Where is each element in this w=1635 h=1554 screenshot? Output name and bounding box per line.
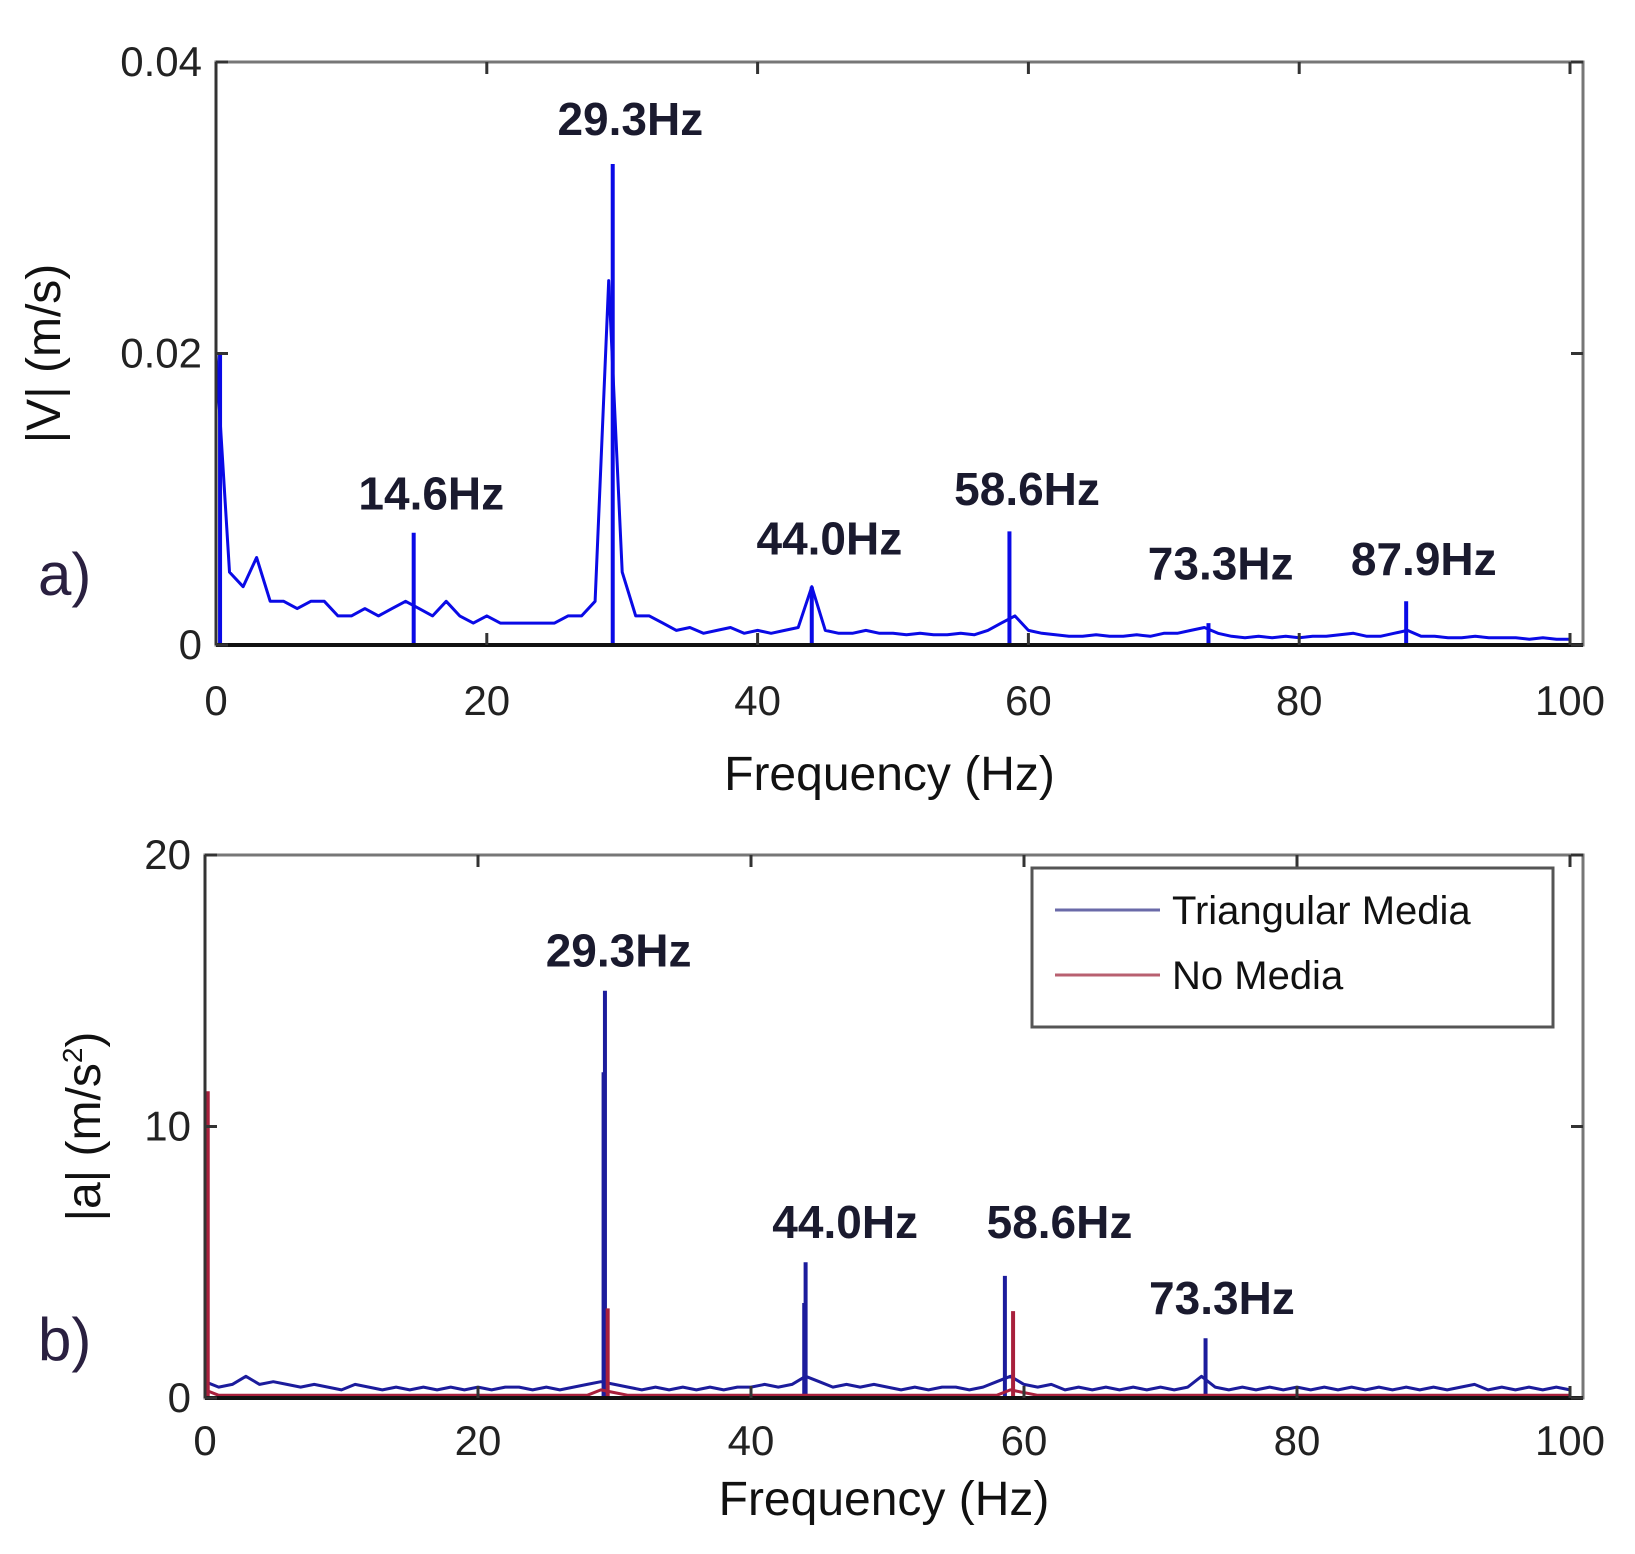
peak-annotation: 73.3Hz — [1149, 1272, 1295, 1324]
x-axis-label: Frequency (Hz) — [724, 748, 1055, 801]
y-axis-label-end: ) — [58, 1032, 111, 1048]
y-axis-label-text: |V| (m/s) — [18, 264, 71, 444]
legend-label: Triangular Media — [1172, 889, 1471, 933]
y-tick-label: 0 — [168, 1374, 191, 1421]
peak-annotation: 73.3Hz — [1148, 537, 1294, 589]
x-tick-label: 80 — [1276, 677, 1323, 724]
x-tick-label: 40 — [734, 677, 781, 724]
x-tick-label: 100 — [1535, 1417, 1605, 1464]
x-tick-label: 20 — [463, 677, 510, 724]
peak-annotation: 14.6Hz — [358, 467, 504, 519]
y-tick-label: 0 — [179, 621, 202, 668]
y-tick-label: 0.04 — [120, 38, 202, 85]
x-tick-label: 100 — [1535, 677, 1605, 724]
peak-annotation: 44.0Hz — [772, 1196, 918, 1248]
y-tick-label: 20 — [144, 831, 191, 878]
peak-annotation: 58.6Hz — [954, 463, 1100, 515]
series-line-triangular-media — [204, 1374, 1571, 1392]
x-tick-label: 40 — [728, 1417, 775, 1464]
x-tick-label: 0 — [204, 677, 227, 724]
x-tick-label: 0 — [193, 1417, 216, 1464]
y-tick-label: 0.02 — [120, 330, 202, 377]
y-axis-label: |a| (m/s2) — [57, 1032, 111, 1222]
legend-box — [1030, 866, 1555, 1029]
peak-annotation: 87.9Hz — [1351, 533, 1497, 585]
series-line-no-media — [204, 1388, 1570, 1397]
x-tick-label: 20 — [455, 1417, 502, 1464]
y-tick-label: 10 — [144, 1103, 191, 1150]
peak-annotation: 29.3Hz — [557, 93, 703, 145]
panel-label: b) — [38, 1306, 91, 1373]
x-axis-label: Frequency (Hz) — [719, 1473, 1050, 1526]
y-axis-label: |V| (m/s) — [18, 264, 71, 444]
x-tick-label: 80 — [1274, 1417, 1321, 1464]
panel-label: a) — [38, 541, 91, 608]
legend: Triangular Media No Media — [1030, 866, 1555, 1029]
peak-annotation: 29.3Hz — [546, 924, 692, 976]
y-axis-label-text: |a| (m/s — [58, 1063, 111, 1221]
y-axis-label-superscript: 2 — [57, 1048, 88, 1064]
peak-annotation: 58.6Hz — [987, 1196, 1133, 1248]
peak-annotation: 44.0Hz — [756, 513, 902, 565]
chart-a-velocity-spectrum: 0 20 40 60 80 100 0 0.02 0.04 Frequency (Hz) |V| (… — [18, 38, 1605, 801]
x-tick-label: 60 — [1001, 1417, 1048, 1464]
series-line-velocity-spectrum — [214, 279, 1570, 641]
x-tick-label: 60 — [1005, 677, 1052, 724]
legend-label: No Media — [1172, 954, 1344, 998]
